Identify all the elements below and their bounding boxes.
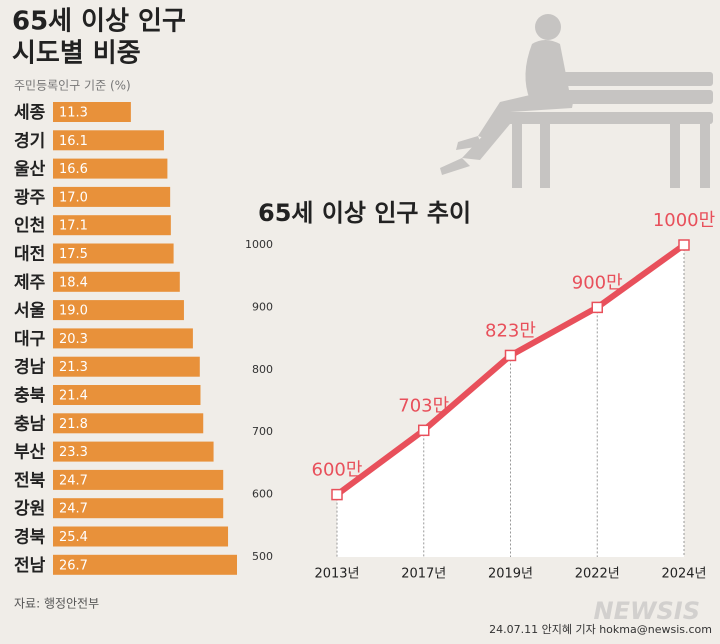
y-tick-label: 700 — [252, 425, 273, 438]
value-label: 16.1 — [59, 134, 88, 149]
bar — [53, 158, 168, 179]
value-label: 17.1 — [59, 219, 88, 234]
y-tick-label: 900 — [252, 300, 273, 313]
value-label: 20.3 — [59, 332, 88, 347]
value-label: 600만 — [312, 460, 363, 481]
x-tick-label: 2022년 — [575, 567, 620, 582]
category-label: 대전 — [14, 245, 45, 265]
bar — [53, 328, 193, 349]
value-label: 823만 — [485, 320, 536, 341]
bench-illustration — [440, 14, 713, 188]
bar — [53, 554, 237, 575]
category-label: 부산 — [14, 443, 46, 463]
category-label: 울산 — [14, 160, 46, 180]
value-label: 17.5 — [59, 247, 88, 262]
value-label: 11.3 — [59, 106, 88, 121]
y-tick-label: 500 — [252, 550, 273, 563]
bar — [53, 243, 174, 264]
category-label: 인천 — [14, 216, 45, 236]
credit: 24.07.11 안지혜 기자 hokma@newsis.com — [489, 623, 712, 636]
bar — [53, 441, 214, 462]
category-label: 충남 — [14, 414, 46, 434]
value-label: 21.4 — [59, 389, 88, 404]
value-label: 18.4 — [59, 275, 88, 290]
category-label: 서울 — [14, 301, 46, 321]
category-label: 강원 — [14, 499, 45, 519]
bar — [53, 469, 224, 490]
category-label: 제주 — [14, 273, 46, 293]
y-tick-label: 1000 — [245, 238, 273, 251]
x-tick-label: 2024년 — [661, 567, 706, 582]
value-label: 19.0 — [59, 304, 88, 319]
bar — [53, 300, 184, 321]
value-label: 25.4 — [59, 530, 88, 545]
category-label: 세종 — [14, 103, 46, 123]
value-label: 17.0 — [59, 190, 88, 205]
line-chart-title: 65세 이상 인구 추이 — [258, 199, 471, 227]
bar — [53, 215, 171, 236]
value-label: 24.7 — [59, 502, 88, 517]
y-tick-label: 600 — [252, 488, 273, 501]
marker — [504, 349, 517, 362]
bar — [53, 413, 204, 434]
value-label: 23.3 — [59, 445, 88, 460]
marker — [418, 424, 430, 437]
bar-chart-subtitle: 주민등록인구 기준 (%) — [14, 79, 131, 93]
x-tick-label: 2013년 — [314, 567, 359, 582]
value-label: 703만 — [398, 395, 449, 416]
category-label: 전북 — [14, 471, 46, 491]
bar — [53, 356, 200, 377]
value-label: 21.8 — [59, 417, 88, 432]
marker — [591, 301, 603, 314]
value-label: 900만 — [572, 272, 623, 293]
bar — [53, 102, 131, 122]
bar-chart-title: 시도별 비중 — [12, 39, 141, 69]
value-label: 21.3 — [59, 360, 88, 375]
category-label: 광주 — [14, 188, 46, 208]
bar — [53, 498, 224, 519]
bar — [53, 271, 180, 292]
value-label: 16.6 — [59, 162, 88, 177]
bar-chart-title: 65세 이상 인구 — [12, 7, 186, 37]
bar — [53, 186, 171, 207]
bar — [53, 526, 229, 547]
x-tick-label: 2017년 — [401, 567, 446, 582]
category-label: 전남 — [14, 556, 46, 576]
bar — [53, 130, 164, 151]
x-tick-label: 2019년 — [488, 567, 533, 582]
y-tick-label: 800 — [252, 363, 273, 376]
category-label: 충북 — [14, 386, 46, 406]
category-label: 경북 — [14, 528, 46, 548]
marker — [331, 488, 343, 501]
category-label: 대구 — [14, 329, 46, 349]
category-label: 경남 — [14, 358, 46, 378]
category-label: 경기 — [14, 131, 45, 151]
value-label: 1000만 — [653, 210, 715, 231]
value-label: 26.7 — [59, 558, 88, 573]
marker — [678, 239, 690, 251]
source: 자료: 행정안전부 — [14, 596, 99, 611]
bar — [53, 385, 201, 405]
watermark: NEWSIS — [594, 597, 700, 625]
value-label: 24.7 — [59, 473, 88, 488]
